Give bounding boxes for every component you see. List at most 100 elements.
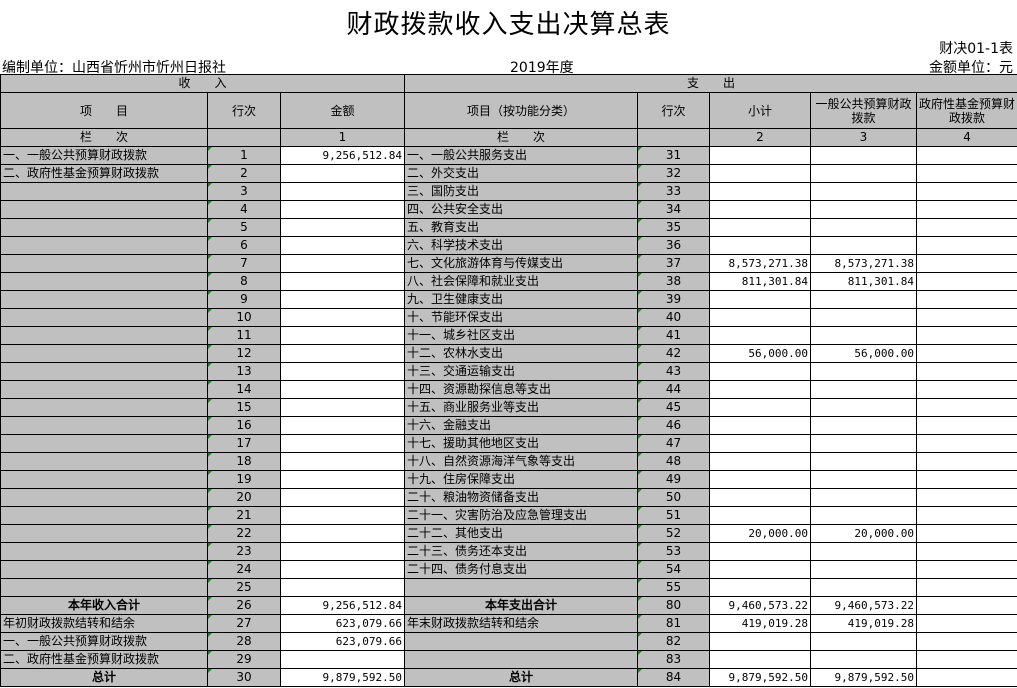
income-row-no[interactable]: 10 <box>207 308 281 327</box>
expense-row-no[interactable]: 45 <box>637 398 710 417</box>
expense-item[interactable]: 十、节能环保支出 <box>404 308 638 327</box>
expense-general[interactable] <box>810 164 917 183</box>
expense-fund[interactable] <box>915 416 1017 435</box>
expense-subtotal[interactable]: 8,573,271.38 <box>709 254 811 273</box>
expense-general[interactable] <box>810 632 917 651</box>
expense-general[interactable]: 20,000.00 <box>810 524 917 543</box>
expense-fund[interactable] <box>915 650 1017 669</box>
expense-fund[interactable] <box>915 506 1017 525</box>
income-item[interactable] <box>0 380 208 399</box>
income-item[interactable] <box>0 560 208 579</box>
income-amount[interactable] <box>280 218 405 237</box>
expense-general[interactable]: 9,879,592.50 <box>810 668 917 687</box>
expense-fund[interactable] <box>915 560 1017 579</box>
income-amount[interactable] <box>280 560 405 579</box>
income-amount[interactable]: 9,256,512.84 <box>280 146 405 165</box>
expense-general[interactable] <box>810 362 917 381</box>
income-amount[interactable]: 623,079.66 <box>280 632 405 651</box>
expense-general[interactable] <box>810 578 917 597</box>
expense-item[interactable]: 总计 <box>404 668 638 687</box>
expense-subtotal[interactable] <box>709 236 811 255</box>
expense-row-no[interactable]: 50 <box>637 488 710 507</box>
income-row-no[interactable]: 5 <box>207 218 281 237</box>
income-item[interactable] <box>0 326 208 345</box>
expense-subtotal[interactable] <box>709 164 811 183</box>
income-row-no[interactable]: 8 <box>207 272 281 291</box>
expense-item[interactable]: 十六、金融支出 <box>404 416 638 435</box>
expense-fund[interactable] <box>915 470 1017 489</box>
income-row-no[interactable]: 25 <box>207 578 281 597</box>
expense-subtotal[interactable]: 9,460,573.22 <box>709 596 811 615</box>
income-amount[interactable] <box>280 416 405 435</box>
expense-subtotal[interactable] <box>709 380 811 399</box>
income-row-no[interactable]: 19 <box>207 470 281 489</box>
income-amount[interactable] <box>280 650 405 669</box>
income-item[interactable]: 年初财政拨款结转和结余 <box>0 614 208 633</box>
expense-row-no[interactable]: 80 <box>637 596 710 615</box>
income-row-no[interactable]: 21 <box>207 506 281 525</box>
income-amount[interactable] <box>280 506 405 525</box>
expense-item[interactable]: 七、文化旅游体育与传媒支出 <box>404 254 638 273</box>
expense-fund[interactable] <box>915 326 1017 345</box>
income-item[interactable] <box>0 416 208 435</box>
expense-item[interactable]: 六、科学技术支出 <box>404 236 638 255</box>
expense-subtotal[interactable] <box>709 182 811 201</box>
expense-general[interactable]: 9,460,573.22 <box>810 596 917 615</box>
expense-fund[interactable] <box>915 614 1017 633</box>
income-row-no[interactable]: 17 <box>207 434 281 453</box>
income-row-no[interactable]: 9 <box>207 290 281 309</box>
expense-subtotal[interactable] <box>709 200 811 219</box>
income-amount[interactable] <box>280 308 405 327</box>
income-row-no[interactable]: 16 <box>207 416 281 435</box>
expense-item[interactable]: 十五、商业服务业等支出 <box>404 398 638 417</box>
expense-fund[interactable] <box>915 434 1017 453</box>
expense-item[interactable]: 九、卫生健康支出 <box>404 290 638 309</box>
income-amount[interactable] <box>280 254 405 273</box>
income-row-no[interactable]: 6 <box>207 236 281 255</box>
expense-general[interactable] <box>810 308 917 327</box>
expense-general[interactable] <box>810 398 917 417</box>
income-item[interactable] <box>0 470 208 489</box>
income-row-no[interactable]: 13 <box>207 362 281 381</box>
income-amount[interactable] <box>280 578 405 597</box>
income-item[interactable] <box>0 398 208 417</box>
expense-row-no[interactable]: 46 <box>637 416 710 435</box>
expense-row-no[interactable]: 51 <box>637 506 710 525</box>
income-amount[interactable] <box>280 434 405 453</box>
expense-fund[interactable] <box>915 164 1017 183</box>
expense-general[interactable] <box>810 236 917 255</box>
expense-fund[interactable] <box>915 596 1017 615</box>
income-item[interactable] <box>0 344 208 363</box>
expense-fund[interactable] <box>915 344 1017 363</box>
expense-subtotal[interactable]: 9,879,592.50 <box>709 668 811 687</box>
expense-item[interactable]: 十七、援助其他地区支出 <box>404 434 638 453</box>
expense-subtotal[interactable] <box>709 650 811 669</box>
expense-item[interactable]: 十八、自然资源海洋气象等支出 <box>404 452 638 471</box>
expense-row-no[interactable]: 42 <box>637 344 710 363</box>
expense-item[interactable]: 八、社会保障和就业支出 <box>404 272 638 291</box>
expense-fund[interactable] <box>915 236 1017 255</box>
expense-fund[interactable] <box>915 308 1017 327</box>
income-amount[interactable] <box>280 380 405 399</box>
income-amount[interactable] <box>280 164 405 183</box>
expense-item[interactable]: 一、一般公共服务支出 <box>404 146 638 165</box>
expense-row-no[interactable]: 33 <box>637 182 710 201</box>
income-row-no[interactable]: 2 <box>207 164 281 183</box>
expense-row-no[interactable]: 52 <box>637 524 710 543</box>
income-row-no[interactable]: 28 <box>207 632 281 651</box>
expense-subtotal[interactable] <box>709 362 811 381</box>
income-row-no[interactable]: 18 <box>207 452 281 471</box>
expense-subtotal[interactable]: 419,019.28 <box>709 614 811 633</box>
income-amount[interactable] <box>280 452 405 471</box>
income-item[interactable]: 二、政府性基金预算财政拨款 <box>0 164 208 183</box>
expense-item[interactable]: 二十三、债务还本支出 <box>404 542 638 561</box>
expense-item[interactable] <box>404 632 638 651</box>
expense-fund[interactable] <box>915 668 1017 687</box>
income-amount[interactable] <box>280 200 405 219</box>
expense-subtotal[interactable] <box>709 452 811 471</box>
income-amount[interactable] <box>280 236 405 255</box>
expense-general[interactable] <box>810 650 917 669</box>
expense-item[interactable]: 二十、粮油物资储备支出 <box>404 488 638 507</box>
expense-item[interactable]: 十三、交通运输支出 <box>404 362 638 381</box>
expense-subtotal[interactable] <box>709 218 811 237</box>
